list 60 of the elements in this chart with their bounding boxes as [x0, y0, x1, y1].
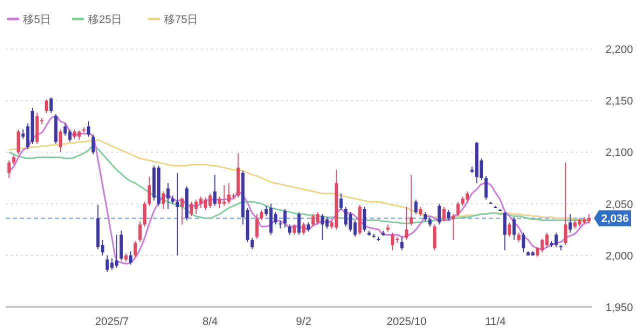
candlestick — [320, 214, 324, 240]
candlestick — [292, 224, 296, 236]
x-tick-label: 8/4 — [202, 316, 218, 328]
candlestick — [503, 212, 506, 251]
candlestick — [138, 220, 142, 242]
y-tick-label: 2,050 — [605, 198, 633, 211]
legend-label: 移75日 — [164, 14, 198, 26]
ref-line-label: 2,036 — [601, 213, 629, 226]
legend-label: 移5日 — [23, 14, 52, 26]
candlestick — [162, 190, 166, 210]
candlestick — [484, 175, 488, 200]
y-tick-label: 2,100 — [605, 147, 633, 160]
candlestick — [44, 99, 48, 114]
x-tick-label: 2025/10 — [386, 316, 426, 328]
candlestick — [442, 206, 446, 222]
candlestick — [7, 160, 11, 178]
x-tick-label: 9/2 — [296, 316, 312, 328]
candlestick — [432, 224, 436, 251]
candlestick — [288, 224, 292, 236]
candlestick — [143, 201, 146, 228]
candlestick — [452, 214, 455, 240]
candlestick — [410, 174, 413, 226]
candlestick — [180, 197, 184, 225]
candlestick — [404, 206, 408, 240]
candlestick — [438, 203, 441, 225]
candlestick — [58, 128, 62, 153]
candlestick — [134, 240, 137, 258]
candlestick — [568, 214, 572, 234]
candlestick — [255, 214, 259, 240]
y-tick-label: 2,000 — [605, 250, 633, 262]
candlestick — [306, 222, 310, 232]
candlestick — [129, 250, 132, 266]
candlestick — [414, 199, 418, 215]
x-tick-label: 11/4 — [485, 316, 506, 328]
y-tick-label: 2,200 — [605, 44, 633, 56]
candlestick — [283, 208, 287, 228]
line-series — [8, 115, 590, 264]
candlestick — [339, 192, 343, 210]
candlestick — [250, 237, 254, 250]
y-tick-label: 2,150 — [605, 96, 633, 108]
candlestick — [120, 230, 123, 262]
candlestick — [362, 206, 366, 232]
candlestick — [302, 222, 306, 236]
candlestick — [176, 172, 180, 256]
candlestick — [92, 134, 95, 155]
candlestick — [12, 154, 16, 166]
candlestick — [424, 212, 427, 222]
candlestick — [49, 97, 53, 114]
candlestick — [16, 128, 20, 155]
y-tick-label: 1,950 — [605, 302, 633, 314]
candlestick — [447, 209, 450, 221]
candlestick — [517, 232, 520, 242]
candlestick — [512, 216, 516, 240]
candlestick — [297, 212, 301, 236]
candlestick — [213, 174, 216, 206]
candlestick — [564, 162, 568, 246]
legend-label: 移25日 — [88, 14, 122, 26]
candlestick — [148, 176, 151, 206]
candlestick — [508, 222, 512, 238]
x-tick-label: 2025/7 — [95, 316, 129, 328]
